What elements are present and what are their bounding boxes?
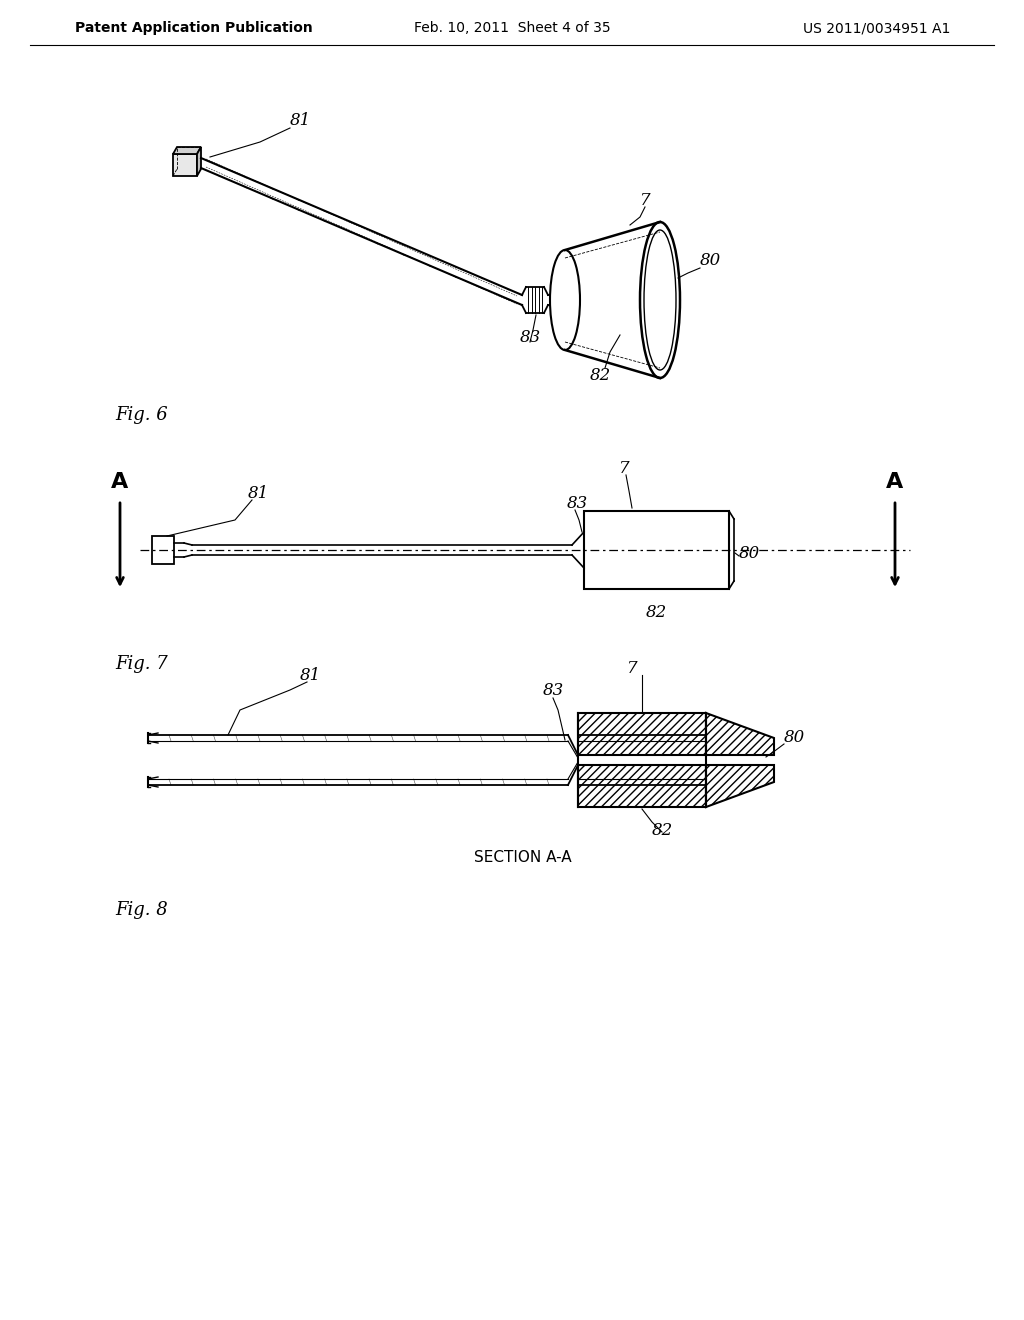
Text: 82: 82 (651, 822, 673, 840)
Text: Feb. 10, 2011  Sheet 4 of 35: Feb. 10, 2011 Sheet 4 of 35 (414, 21, 610, 36)
Text: Patent Application Publication: Patent Application Publication (75, 21, 312, 36)
Text: A: A (112, 473, 129, 492)
Text: Fig. 7: Fig. 7 (115, 655, 168, 673)
Text: 83: 83 (543, 682, 564, 700)
Text: 81: 81 (300, 667, 322, 684)
Polygon shape (173, 154, 197, 176)
Text: 80: 80 (700, 252, 721, 269)
Text: 7: 7 (627, 660, 637, 677)
Text: 80: 80 (784, 729, 805, 746)
Text: A: A (887, 473, 903, 492)
Text: 82: 82 (590, 367, 610, 384)
Text: 7: 7 (640, 191, 650, 209)
Polygon shape (706, 713, 774, 755)
Text: 83: 83 (567, 495, 588, 512)
Polygon shape (706, 766, 774, 807)
Text: 83: 83 (520, 329, 542, 346)
Text: 82: 82 (646, 605, 667, 620)
Text: SECTION A-A: SECTION A-A (474, 850, 571, 865)
Polygon shape (173, 147, 201, 154)
Text: 80: 80 (739, 545, 760, 562)
Bar (578, 713, 706, 755)
Bar (152, 536, 174, 564)
Text: 7: 7 (618, 459, 630, 477)
Text: US 2011/0034951 A1: US 2011/0034951 A1 (803, 21, 950, 36)
Text: 81: 81 (248, 484, 269, 502)
Bar (584, 511, 729, 589)
Polygon shape (197, 147, 201, 176)
Text: Fig. 8: Fig. 8 (115, 902, 168, 919)
Text: 81: 81 (290, 112, 311, 129)
Bar (578, 766, 706, 807)
Text: Fig. 6: Fig. 6 (115, 407, 168, 424)
